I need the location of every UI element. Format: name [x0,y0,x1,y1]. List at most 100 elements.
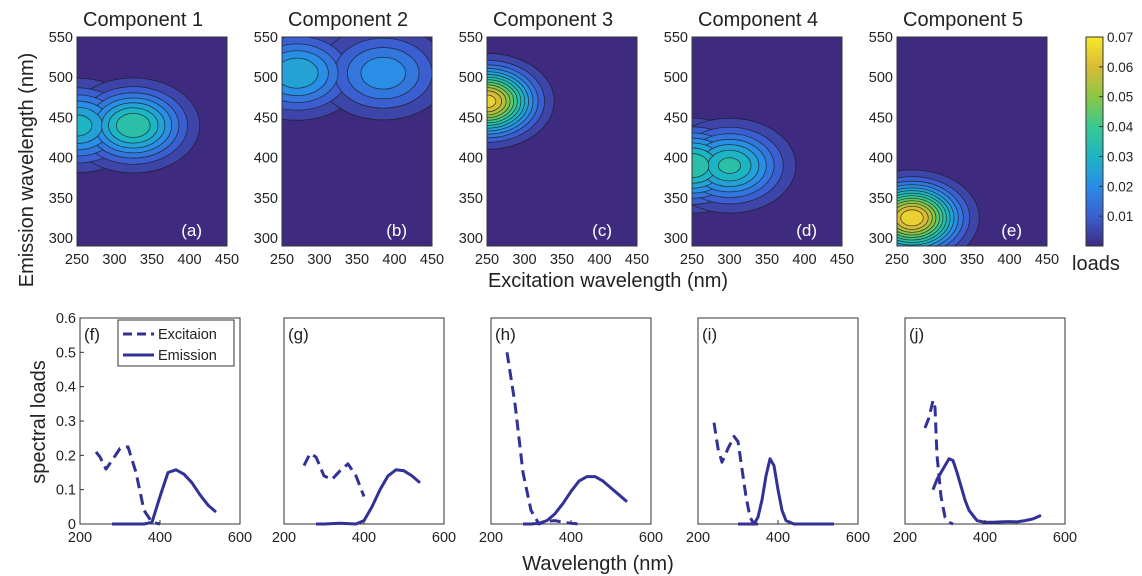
y-tick-label: 400 [459,151,483,167]
x-tick-label: 250 [475,252,499,268]
x-tick-label: 400 [997,252,1021,268]
y-tick-label: 500 [869,70,893,86]
x-tick-label: 300 [307,252,331,268]
y-tick-label: 550 [254,30,278,46]
x-tick-label: 300 [512,252,536,268]
x-tick-label: 450 [625,252,649,268]
panel-label: (i) [702,325,717,344]
colorbar-label: loads [1072,253,1120,275]
spectral-panel: (f) 200 400 600 0 0.1 0.2 0.3 0.4 0.5 0.6 Excitaion… [56,311,252,546]
colorbar-tick-label: 0.07 [1107,30,1133,45]
y-tick-label: 350 [49,191,73,207]
emission-line [112,468,217,526]
x-tick-label: 250 [680,252,704,268]
x-tick-label: 350 [960,252,984,268]
contour-ylabel: Emission wavelength (nm) [16,53,38,288]
panel-label: (g) [288,325,309,344]
emission-line [931,457,1042,524]
panel-label: (a) [181,221,202,240]
emission-line [738,457,834,526]
contour-layer [897,169,980,246]
panel-title: Component 3 [493,9,613,31]
contour-xlabel: Excitation wavelength (nm) [488,270,728,292]
y-tick-label: 0.1 [56,483,76,499]
legend-box [117,319,235,367]
x-tick-label: 350 [550,252,574,268]
spectral-xlabel: Wavelength (nm) [522,553,674,575]
spectral-panel: (j) 200 400 600 [893,317,1077,546]
x-tick-label: 600 [846,530,870,546]
y-tick-label: 500 [459,70,483,86]
contour-level [115,112,151,138]
contour-panel: Component 1 (a) 250 300 350 400 450 300 350 400 45… [49,9,239,268]
contour-level [718,157,741,174]
contour-layer [282,37,432,121]
x-tick-label: 250 [65,252,89,268]
x-tick-label: 400 [352,530,376,546]
x-tick-label: 400 [587,252,611,268]
y-tick-label: 550 [664,30,688,46]
y-tick-label: 500 [664,70,688,86]
colorbar: 0.01 0.02 0.03 0.04 0.05 0.06 0.07 [1085,30,1134,247]
panel-label: (d) [796,221,817,240]
x-tick-label: 600 [639,530,663,546]
y-tick-label: 300 [664,231,688,247]
panel-frame [76,36,228,247]
colorbar-tick-label: 0.05 [1107,90,1133,105]
y-tick-label: 550 [49,30,73,46]
contour-level [77,114,93,137]
colorbar-tick-label: 0.06 [1107,60,1133,75]
x-tick-label: 400 [766,530,790,546]
spectral-panel: (h) 200 400 600 [479,317,663,546]
contour-level [360,56,406,90]
excitation-line [94,445,161,526]
y-tick-label: 0.2 [56,448,76,464]
x-tick-label: 350 [345,252,369,268]
x-tick-label: 250 [270,252,294,268]
x-tick-label: 200 [272,530,296,546]
colorbar-tick-label: 0.03 [1107,149,1133,164]
y-tick-label: 400 [869,151,893,167]
panel-frame [283,317,445,525]
contour-level [900,209,924,227]
x-tick-label: 300 [102,252,126,268]
x-tick-label: 400 [559,530,583,546]
y-tick-label: 450 [254,110,278,126]
y-tick-label: 350 [459,191,483,207]
panel-label: (f) [84,325,100,344]
x-tick-label: 200 [686,530,710,546]
y-tick-label: 300 [459,231,483,247]
y-tick-label: 300 [254,231,278,247]
x-tick-label: 400 [148,530,172,546]
panel-label: (h) [495,325,516,344]
x-tick-label: 200 [68,530,92,546]
y-tick-label: 350 [254,191,278,207]
y-tick-label: 300 [49,231,73,247]
colorbar-tick-label: 0.01 [1107,209,1133,224]
panel-label: (b) [386,221,407,240]
panel-title: Component 4 [698,9,818,31]
x-tick-label: 600 [1053,530,1077,546]
x-tick-label: 400 [792,252,816,268]
panel-frame [691,36,843,247]
y-tick-label: 0.4 [56,380,76,396]
spectral-panel: (i) 200 400 600 [686,317,870,546]
y-tick-label: 300 [869,231,893,247]
y-tick-label: 400 [49,151,73,167]
y-tick-label: 0.5 [56,345,76,361]
y-tick-label: 350 [869,191,893,207]
y-tick-label: 500 [49,70,73,86]
panel-label: (j) [909,325,924,344]
legend-entry: Emission [158,348,217,364]
legend: Excitaion Emission [117,319,235,367]
spectral-panel: (g) 200 400 600 [272,317,456,546]
y-tick-label: 350 [664,191,688,207]
contour-layer [487,52,555,150]
y-tick-label: 0.3 [56,414,76,430]
emission-line [523,475,628,526]
colorbar-tick-label: 0.04 [1107,120,1134,135]
spectral-ylabel: spectral loads [28,360,50,483]
y-tick-label: 450 [664,110,688,126]
contour-level [282,57,319,89]
